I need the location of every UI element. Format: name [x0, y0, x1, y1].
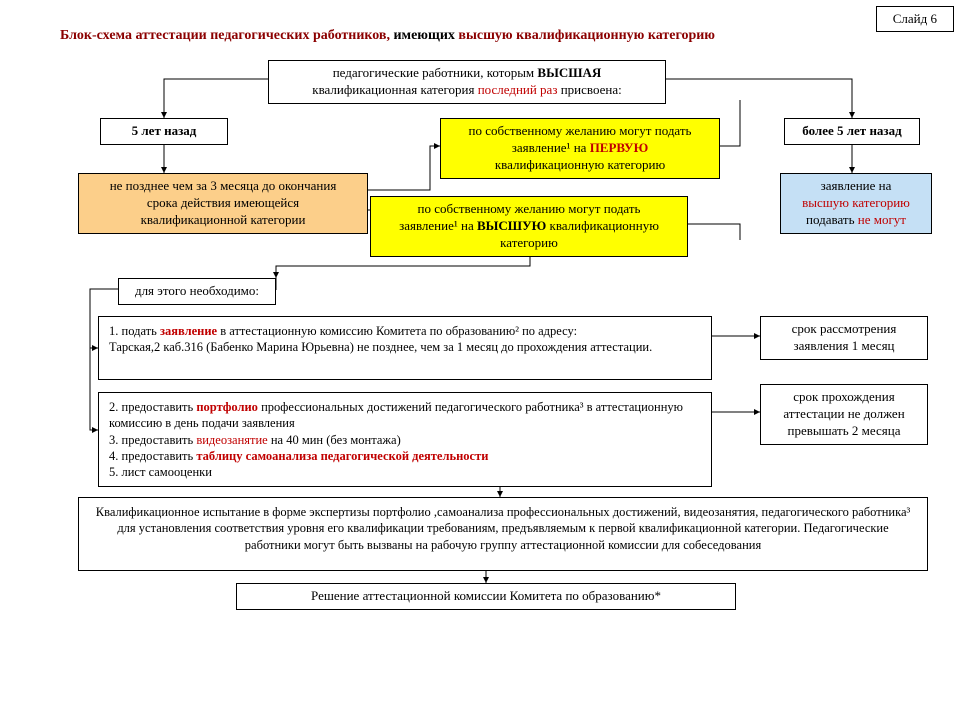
node-deadline-orange: не позднее чем за 3 месяца до окончания … [78, 173, 368, 234]
node-exam: Квалификационное испытание в форме экспе… [78, 497, 928, 571]
node-root: педагогические работники, которым ВЫСШАЯ… [268, 60, 666, 104]
node-5-years: 5 лет назад [100, 118, 228, 145]
node-more-5-years: более 5 лет назад [784, 118, 920, 145]
diagram-title: Блок-схема аттестации педагогических раб… [60, 28, 900, 44]
node-requirements-label: для этого необходимо: [118, 278, 276, 305]
node-steps-2-5: 2. предоставить портфолио профессиональн… [98, 392, 712, 487]
node-apply-highest: по собственному желанию могут подать зая… [370, 196, 688, 257]
node-decision: Решение аттестационной комиссии Комитета… [236, 583, 736, 610]
node-term1: срок рассмотрения заявления 1 месяц [760, 316, 928, 360]
node-term2: срок прохождения аттестации не должен пр… [760, 384, 928, 445]
node-step1: 1. подать заявление в аттестационную ком… [98, 316, 712, 380]
node-apply-first: по собственному желанию могут подать зая… [440, 118, 720, 179]
node-cannot-apply: заявление на высшую категорию подавать н… [780, 173, 932, 234]
